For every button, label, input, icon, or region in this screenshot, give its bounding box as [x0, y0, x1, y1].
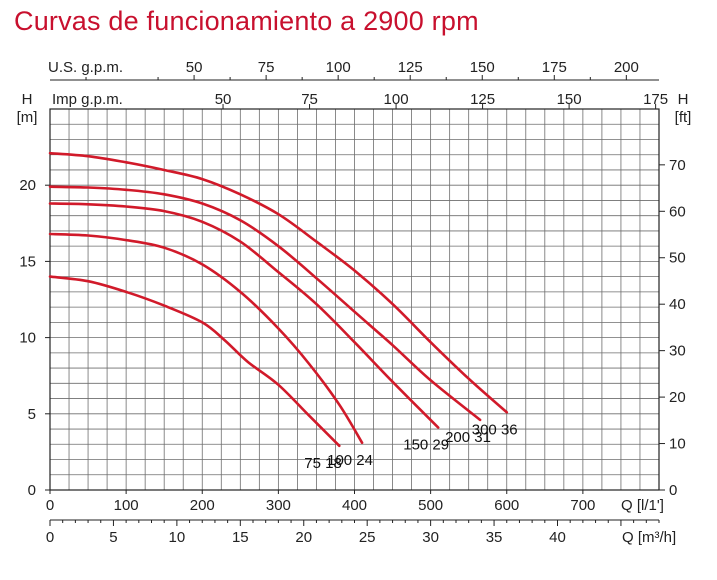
imp-gpm-axis-label: Imp g.p.m. — [52, 91, 123, 108]
pump-curve-label: 200 31 — [445, 429, 491, 446]
h-ft-tick-label: 50 — [669, 250, 686, 267]
h-m-tick-label: 5 — [28, 406, 36, 423]
pump-curve-100-24 — [48, 232, 364, 445]
us-gpm-tick-label: 175 — [542, 59, 567, 76]
h-ft-tick-label: 70 — [669, 157, 686, 174]
h-ft-tick-label: 60 — [669, 203, 686, 220]
q-lmin-tick-label: 300 — [266, 497, 291, 514]
imp-gpm-tick-label: 75 — [301, 91, 318, 108]
us-gpm-tick-label: 125 — [398, 59, 423, 76]
imp-gpm-tick-label: 100 — [384, 91, 409, 108]
q-m3h-tick-label: 25 — [359, 529, 376, 546]
minor-grid — [50, 109, 659, 490]
h-ft-tick-label: 30 — [669, 343, 686, 360]
pump-curve-label: 150 29 — [403, 437, 449, 454]
us-gpm-tick-label: 200 — [614, 59, 639, 76]
pump-curve-200-31 — [48, 185, 482, 422]
h-ft-tick-label: 0 — [669, 482, 677, 499]
q-m3h-tick-label: 15 — [232, 529, 249, 546]
q-m3h-tick-label: 30 — [422, 529, 439, 546]
h-m-axis-unit: [m] — [17, 109, 38, 126]
h-m-tick-label: 15 — [19, 253, 36, 270]
h-m-tick-label: 20 — [19, 177, 36, 194]
q-m3h-tick-label: 0 — [46, 529, 54, 546]
chart-title: Curvas de funcionamiento a 2900 rpm — [14, 6, 479, 36]
q-m3h-tick-label: 40 — [549, 529, 566, 546]
us-gpm-tick-label: 100 — [326, 59, 351, 76]
q-lmin-tick-label: 400 — [342, 497, 367, 514]
pump-curve-label: 75 18 — [304, 455, 342, 472]
us-gpm-tick-label: 150 — [470, 59, 495, 76]
h-m-tick-label: 0 — [28, 482, 36, 499]
us-gpm-axis-label: U.S. g.p.m. — [48, 59, 123, 76]
us-gpm-tick-label: 75 — [258, 59, 275, 76]
h-ft-tick-label: 20 — [669, 389, 686, 406]
h-ft-tick-label: 10 — [669, 436, 686, 453]
imp-gpm-tick-label: 150 — [557, 91, 582, 108]
h-ft-axis-unit: [ft] — [675, 109, 692, 126]
imp-gpm-tick-label: 50 — [215, 91, 232, 108]
q-lmin-tick-label: 500 — [418, 497, 443, 514]
h-ft-tick-label: 40 — [669, 296, 686, 313]
h-m-tick-label: 10 — [19, 330, 36, 347]
q-m3h-tick-label: 10 — [169, 529, 186, 546]
q-m3h-tick-label: 5 — [109, 529, 117, 546]
q-lmin-tick-label: 100 — [114, 497, 139, 514]
pump-curve-75-18 — [48, 275, 341, 448]
q-lmin-axis-label: Q [l/1'] — [621, 497, 664, 514]
q-m3h-tick-label: 35 — [486, 529, 503, 546]
h-ft-axis-label: H — [678, 91, 689, 108]
us-gpm-tick-label: 50 — [186, 59, 203, 76]
q-lmin-tick-label: 700 — [570, 497, 595, 514]
imp-gpm-tick-label: 175 — [643, 91, 668, 108]
pump-curve-300-36 — [48, 151, 509, 414]
q-lmin-tick-label: 200 — [190, 497, 215, 514]
q-lmin-tick-label: 0 — [46, 497, 54, 514]
q-m3h-tick-label: 20 — [295, 529, 312, 546]
h-m-axis-label: H — [22, 91, 33, 108]
q-m3h-axis-label: Q [m³/h] — [622, 529, 676, 546]
q-lmin-tick-label: 600 — [494, 497, 519, 514]
pump-curve-label: 300 36 — [472, 421, 518, 438]
pump-curve-150-29 — [48, 202, 440, 429]
imp-gpm-tick-label: 125 — [470, 91, 495, 108]
pump-curve-label: 100 24 — [327, 452, 373, 469]
